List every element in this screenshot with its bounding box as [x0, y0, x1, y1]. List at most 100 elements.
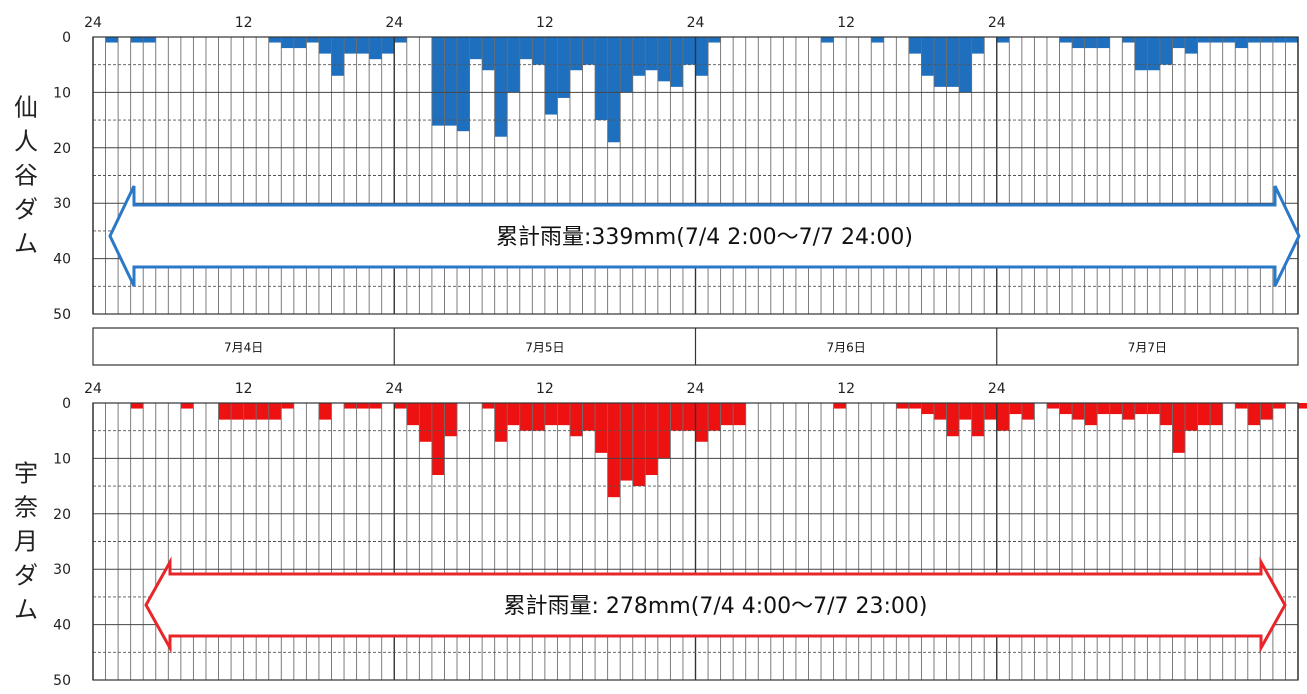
bar	[959, 403, 972, 420]
bar	[318, 403, 332, 420]
bar	[281, 37, 294, 49]
x-tick-label: 24	[687, 381, 705, 397]
grid-group-0	[92, 36, 1299, 315]
bar	[1159, 37, 1173, 65]
y-tick-label: 40	[53, 252, 71, 268]
bar	[921, 403, 934, 415]
bar	[394, 37, 407, 43]
bar	[1197, 403, 1211, 426]
y-tick-label: 20	[53, 141, 71, 157]
bar	[582, 403, 596, 431]
x-tick-labels-0: 24 12 24 12 24 12 24	[84, 15, 1006, 31]
double-headed-arrow-0	[108, 185, 1301, 287]
station-name-char: 月	[14, 528, 38, 556]
bar	[996, 37, 1010, 43]
plot-frame	[92, 402, 1299, 681]
y-tick-label: 40	[53, 618, 71, 634]
x-tick-label: 12	[235, 381, 253, 397]
bar	[1134, 37, 1148, 71]
bar	[620, 37, 633, 93]
bar	[469, 37, 483, 60]
bar	[519, 37, 533, 60]
bar	[444, 37, 458, 126]
bar	[1172, 37, 1186, 49]
bar	[532, 403, 545, 431]
bar	[1122, 37, 1135, 43]
bar	[356, 37, 370, 54]
station-name-char: 宇	[14, 460, 38, 488]
bar	[318, 37, 332, 54]
bar	[1059, 37, 1073, 43]
plot-frame	[92, 36, 1299, 315]
bar	[344, 37, 357, 54]
bar	[482, 403, 495, 409]
bar	[494, 403, 508, 442]
bar	[231, 403, 244, 420]
bar	[419, 403, 432, 442]
y-tick-labels-1: 0 10 20 30 40 50	[53, 396, 71, 689]
bar	[1109, 403, 1123, 415]
bar	[595, 403, 608, 453]
bar	[695, 37, 709, 76]
x-tick-labels-1: 24 12 24 12 24 12 24	[84, 381, 1006, 397]
cumulative-rainfall-label: 累計雨量: 278mm(7/4 4:00〜7/7 23:00)	[503, 594, 927, 619]
bar	[457, 37, 470, 132]
bar	[1298, 403, 1307, 409]
bar	[557, 37, 570, 98]
bar	[582, 37, 596, 65]
bar	[908, 37, 922, 54]
bar	[871, 37, 884, 43]
y-tick-label: 10	[53, 451, 71, 467]
bar	[394, 403, 407, 409]
bar	[632, 37, 646, 76]
bars-group-1	[130, 403, 1307, 498]
bar	[1197, 37, 1211, 43]
station-name-char: 人	[14, 128, 38, 156]
bar	[1159, 403, 1173, 426]
bar	[946, 37, 960, 87]
bar	[670, 37, 683, 87]
bar	[682, 37, 696, 65]
bar	[268, 37, 282, 43]
bar	[1185, 403, 1198, 431]
bar	[482, 37, 495, 71]
bar	[1247, 37, 1261, 43]
bar	[1247, 403, 1261, 426]
bar	[1122, 403, 1135, 420]
y-tick-label: 0	[62, 396, 71, 412]
y-tick-label: 0	[62, 30, 71, 46]
date-strip: 7月4日 7月5日 7月6日 7月7日	[92, 327, 1299, 366]
bar	[833, 403, 847, 409]
bar	[1097, 37, 1110, 49]
bar	[1235, 37, 1248, 49]
bar	[431, 37, 445, 126]
bar	[645, 403, 658, 476]
x-tick-label: 12	[837, 15, 855, 31]
bar	[293, 37, 307, 49]
bar	[1072, 403, 1085, 420]
bar	[105, 37, 119, 43]
x-tick-label: 24	[385, 15, 403, 31]
bar	[733, 403, 746, 426]
double-headed-arrow-1	[144, 556, 1287, 654]
date-label: 7月6日	[826, 341, 865, 355]
bar	[569, 403, 583, 437]
station-name-char: 仙	[14, 94, 38, 122]
bar	[971, 37, 985, 54]
bar	[1260, 37, 1273, 43]
bar	[946, 403, 960, 437]
bar	[595, 37, 608, 121]
bar	[645, 37, 658, 71]
y-tick-labels-0: 0 10 20 30 40 50	[53, 30, 71, 323]
y-tick-label: 50	[53, 307, 71, 323]
date-label: 7月7日	[1128, 341, 1167, 355]
bar	[381, 37, 395, 54]
x-tick-label: 24	[385, 381, 403, 397]
bar	[256, 403, 269, 420]
bar	[657, 37, 671, 82]
bar	[607, 403, 621, 498]
x-tick-label: 24	[84, 381, 102, 397]
